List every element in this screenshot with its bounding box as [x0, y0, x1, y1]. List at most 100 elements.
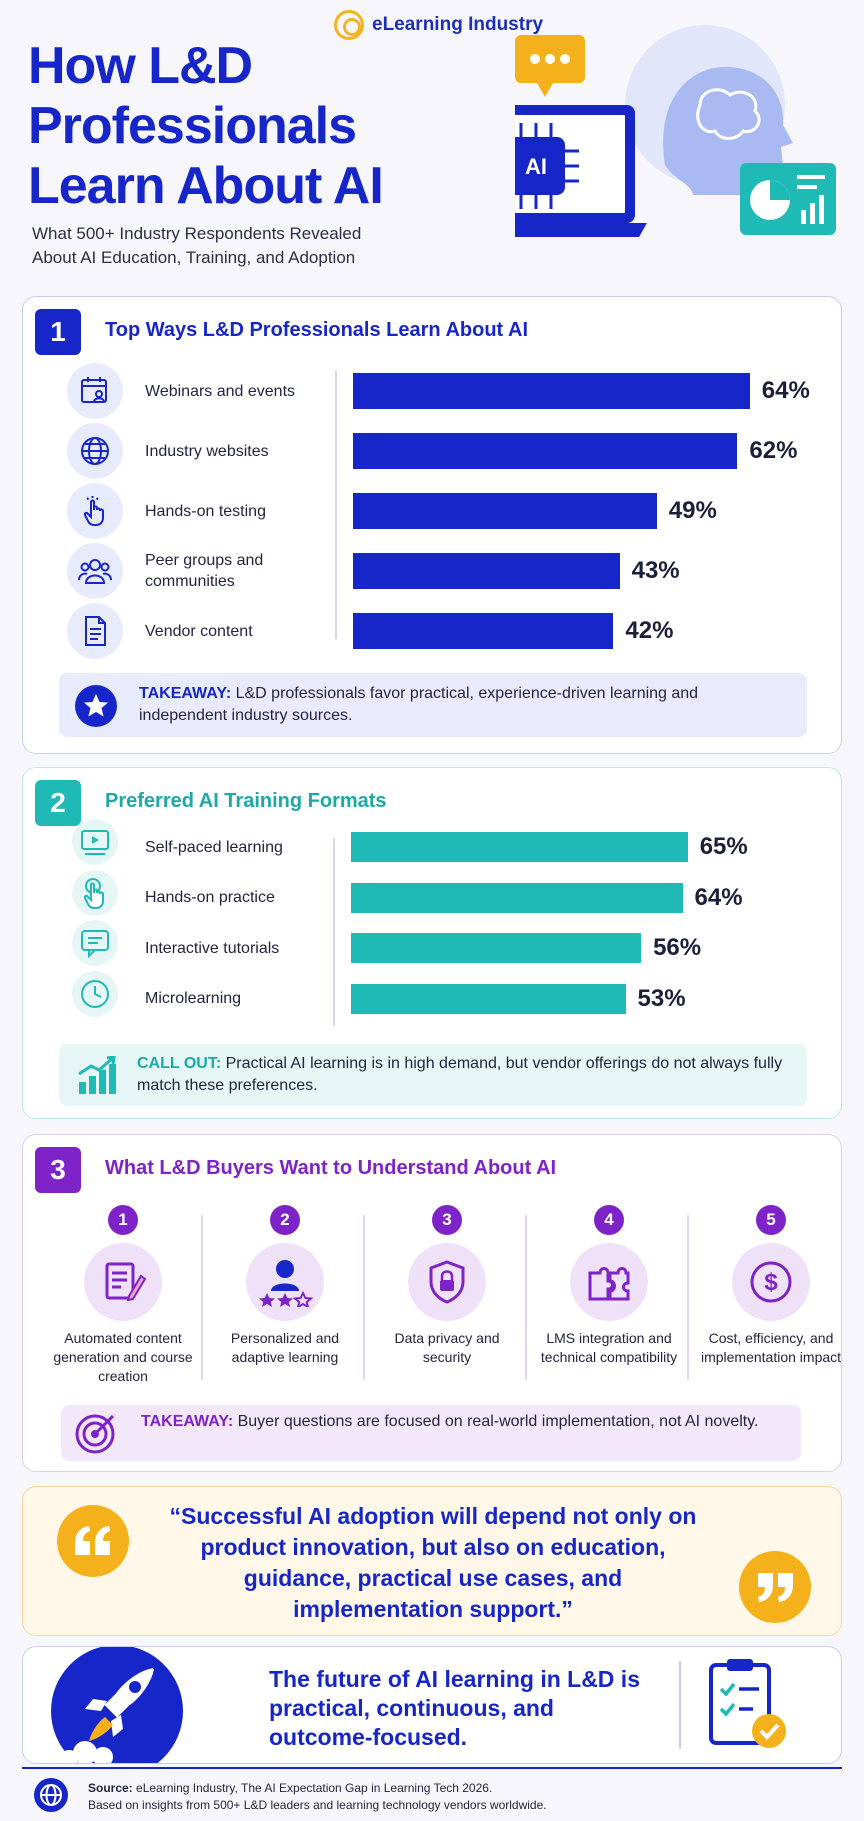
- ai-chip-icon: AI: [515, 123, 579, 209]
- footer-source-text: eLearning Industry, The AI Expectation G…: [136, 1781, 493, 1795]
- dollar-icon: $: [732, 1243, 810, 1321]
- section-3-card: 3 What L&D Buyers Want to Understand Abo…: [22, 1134, 842, 1472]
- category-label: Peer groups and communities: [145, 552, 264, 590]
- section-1-card: 1 Top Ways L&D Professionals Learn About…: [22, 296, 842, 754]
- value-label: 62%: [749, 437, 798, 464]
- bar: [353, 613, 614, 649]
- buyer-topic-5-number: 5: [756, 1205, 786, 1235]
- section-2-callout: CALL OUT: Practical AI learning is in hi…: [59, 1044, 807, 1106]
- svg-text:$: $: [764, 1269, 778, 1296]
- category-label: Hands-on testing: [145, 502, 266, 520]
- bar: [353, 433, 738, 469]
- pointer-hand-icon: [67, 483, 123, 539]
- category-label: Interactive tutorials: [145, 939, 280, 957]
- section-3-number: 3: [35, 1147, 81, 1193]
- buyer-topic-3-number: 3: [432, 1205, 462, 1235]
- title-line-3: Learn About AI: [28, 157, 384, 215]
- chat-bubble-icon: [515, 35, 585, 97]
- buyer-topic-2-number: 2: [270, 1205, 300, 1235]
- star-badge-icon: [75, 685, 117, 727]
- brand-name: eLearning Industry: [372, 14, 544, 35]
- hero-illustration: AI: [515, 25, 836, 237]
- footer-source-lead: Source:: [88, 1781, 133, 1795]
- buyer-topic-4-number: 4: [594, 1205, 624, 1235]
- section-3-takeaway-text: Buyer questions are focused on real-worl…: [237, 1413, 759, 1430]
- value-label: 64%: [694, 883, 743, 911]
- chart-row: Peer groups and communities 43%: [23, 543, 843, 599]
- quote-text: “Successful AI adoption will depend not …: [169, 1503, 697, 1622]
- section-3-takeaway: TAKEAWAY: Buyer questions are focused on…: [61, 1405, 801, 1461]
- section-2-card: 2 Preferred AI Training Formats Self-pac…: [22, 767, 842, 1119]
- value-label: 65%: [699, 833, 748, 860]
- buyer-topic-2: 2 Personalized and adaptive learning: [205, 1205, 365, 1367]
- section-1-takeaway-lead: TAKEAWAY:: [139, 685, 232, 702]
- title-line-1: How L&D: [28, 37, 253, 95]
- chart-row: Webinars and events 64%: [23, 363, 843, 419]
- bar: [351, 983, 626, 1014]
- title-line-2: Professionals: [28, 97, 357, 155]
- chart-row: Hands-on testing 49%: [23, 483, 843, 539]
- footer-line-2: Based on insights from 500+ L&D leaders …: [88, 1798, 547, 1812]
- shield-lock-icon: [408, 1243, 486, 1321]
- calendar-person-icon: [67, 363, 123, 419]
- buyer-topic-3: 3 Data privacy and security: [367, 1205, 527, 1367]
- brand: eLearning Industry: [334, 10, 543, 40]
- touch-hand-icon: [72, 869, 118, 916]
- section-2-callout-text: Practical AI learning is in high demand,…: [137, 1055, 783, 1094]
- bar: [353, 553, 620, 589]
- category-label: Microlearning: [145, 990, 242, 1007]
- quote-card: “Successful AI adoption will depend not …: [22, 1486, 842, 1636]
- chart-row: Self-paced learning 65%: [23, 819, 843, 870]
- person-stars-icon: [246, 1243, 324, 1321]
- buyer-topic-5: 5 $ Cost, efficiency, and implementation…: [691, 1205, 851, 1367]
- brand-logo-icon: [334, 10, 364, 40]
- value-label: 42%: [625, 617, 674, 644]
- head-profile-icon: [663, 66, 793, 195]
- growth-chart-icon: [78, 1056, 116, 1094]
- close-quote-icon: [739, 1551, 811, 1623]
- rocket-icon: [51, 1647, 183, 1763]
- buyer-topic-1-label: Automated content generation and course …: [53, 1330, 193, 1384]
- section-3-takeaway-lead: TAKEAWAY:: [141, 1413, 234, 1430]
- item-divider: [363, 1215, 365, 1380]
- future-statement: The future of AI learning in L&D is prac…: [269, 1666, 640, 1750]
- chat-bubble-icon: [72, 920, 118, 966]
- ai-chip-label: AI: [525, 154, 547, 179]
- category-label: Webinars and events: [145, 382, 296, 400]
- chart-row: Vendor content 42%: [23, 603, 843, 659]
- checklist-clipboard-icon: [709, 1659, 786, 1748]
- globe-icon: [67, 423, 123, 479]
- section-2-callout-lead: CALL OUT:: [137, 1055, 222, 1072]
- video-play-icon: [72, 819, 118, 865]
- subtitle-line-2: About AI Education, Training, and Adopti…: [32, 248, 356, 267]
- future-divider: [679, 1661, 681, 1749]
- item-divider: [687, 1215, 689, 1380]
- chart-row: Industry websites 62%: [23, 423, 843, 479]
- section-1-axis-divider: [335, 371, 337, 639]
- buyer-topic-1-number: 1: [108, 1205, 138, 1235]
- item-divider: [525, 1215, 527, 1380]
- section-1-title: Top Ways L&D Professionals Learn About A…: [105, 319, 529, 341]
- section-2-number: 2: [35, 780, 81, 826]
- open-quote-icon: [57, 1505, 129, 1577]
- page-subtitle: What 500+ Industry Respondents Revealed …: [32, 222, 452, 270]
- item-divider: [201, 1215, 203, 1380]
- category-label: Vendor content: [145, 622, 253, 640]
- chart-row: Microlearning 53%: [23, 970, 843, 1022]
- section-3-title: What L&D Buyers Want to Understand About…: [105, 1157, 557, 1179]
- bar: [353, 493, 657, 529]
- section-2-axis-divider: [333, 838, 335, 1026]
- target-icon: [75, 1414, 115, 1454]
- buyer-topic-3-label: Data privacy and security: [394, 1330, 500, 1365]
- document-icon: [67, 603, 123, 659]
- pie-chart-card-icon: [740, 163, 836, 235]
- bar: [351, 832, 688, 862]
- category-label: Hands-on practice: [145, 889, 275, 906]
- subtitle-line-1: What 500+ Industry Respondents Revealed: [32, 224, 362, 243]
- footer-source: Source: eLearning Industry, The AI Expec…: [88, 1780, 547, 1814]
- page-title: How L&D Professionals Learn About AI: [28, 36, 448, 216]
- chart-row: Interactive tutorials 56%: [23, 920, 843, 971]
- section-1-number: 1: [35, 309, 81, 355]
- puzzle-icon: [570, 1243, 648, 1321]
- buyer-topic-4-label: LMS integration and technical compatibil…: [540, 1330, 678, 1365]
